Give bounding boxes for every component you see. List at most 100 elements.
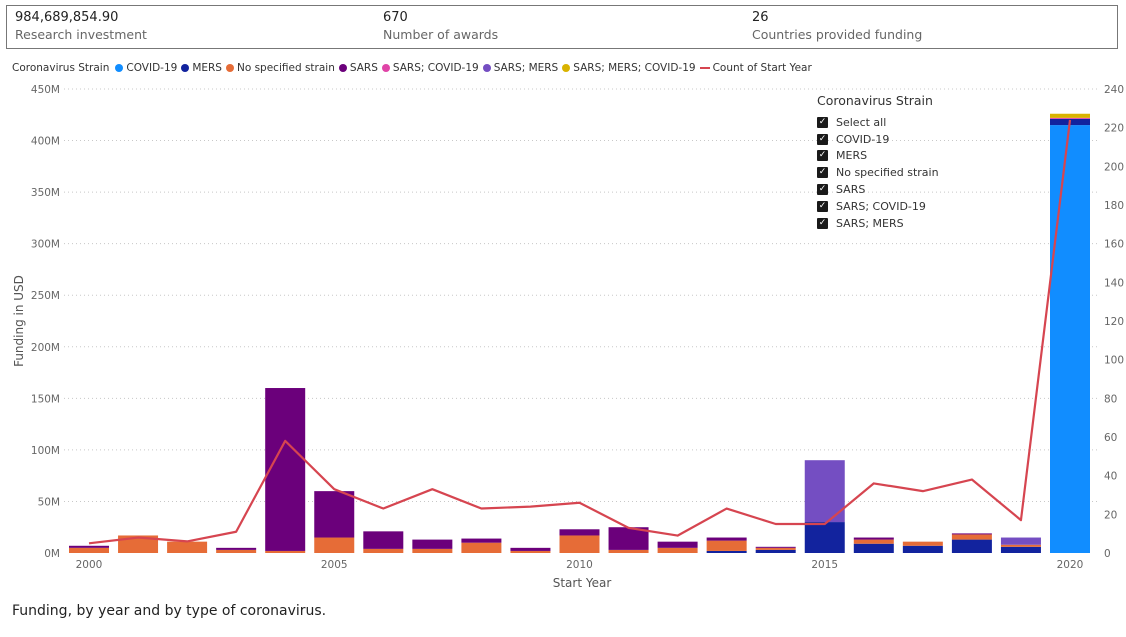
bar-segment	[706, 537, 747, 541]
x-axis-title: Start Year	[553, 576, 612, 590]
bar-segment	[951, 539, 992, 553]
legend-title: Coronavirus Strain	[12, 62, 110, 74]
bar-segment	[167, 541, 208, 553]
slicer-option-sars-mers[interactable]: ✓ SARS; MERS	[817, 215, 939, 232]
bar-segment	[608, 549, 649, 553]
checkbox-checked-icon[interactable]: ✓	[817, 150, 828, 162]
x-tick-label: 2000	[76, 559, 103, 571]
checkbox-checked-icon[interactable]: ✓	[817, 133, 828, 145]
legend-swatch	[181, 64, 190, 72]
legend-item-covid-19[interactable]: COVID-19	[115, 62, 177, 74]
y-tick-label: 250M	[31, 290, 60, 302]
slicer-option-label: SARS; MERS	[836, 216, 904, 230]
y-tick-label: 350M	[31, 187, 60, 199]
slicer-option-covid-19[interactable]: ✓ COVID-19	[817, 131, 939, 148]
bar-segment	[706, 550, 747, 553]
y2-tick-label: 100	[1104, 355, 1124, 367]
y2-tick-label: 160	[1104, 239, 1124, 251]
legend-swatch	[381, 64, 390, 72]
checkbox-checked-icon[interactable]: ✓	[817, 200, 828, 212]
kpi-number-of-awards: 670 Number of awards	[383, 10, 498, 44]
x-tick-label: 2015	[811, 559, 838, 571]
bar-segment	[1050, 113, 1090, 118]
legend-label: Count of Start Year	[712, 62, 812, 74]
x-tick-label: 2020	[1057, 559, 1084, 571]
legend-label: MERS	[192, 62, 222, 74]
bar-segment	[265, 550, 306, 553]
y-tick-label: 200M	[31, 342, 60, 354]
y-tick-label: 450M	[31, 84, 60, 96]
bar-segment	[951, 533, 992, 535]
y-tick-label: 300M	[31, 239, 60, 251]
y2-tick-label: 180	[1104, 200, 1124, 212]
bar-segment	[706, 540, 747, 551]
chart-legend: Coronavirus Strain COVID-19 MERS No spec…	[12, 62, 816, 74]
y-axis-title: Funding in USD	[12, 275, 26, 367]
bar-segment	[1050, 125, 1090, 553]
bar-segment	[657, 547, 698, 553]
legend-item-no-specified-strain[interactable]: No specified strain	[225, 62, 335, 74]
bar-segment	[755, 549, 796, 553]
kpi-bar: 984,689,854.90 Research investment 670 N…	[6, 5, 1118, 49]
slicer-option-label: SARS	[836, 183, 866, 197]
legend-label: SARS; MERS; COVID-19	[573, 62, 696, 74]
slicer-title: Coronavirus Strain	[817, 93, 933, 108]
slicer-option-select-all[interactable]: ✓ Select all	[817, 114, 939, 131]
bar-segment	[412, 548, 453, 553]
slicer-option-label: SARS; COVID-19	[836, 199, 926, 213]
y-tick-label: 400M	[31, 136, 60, 148]
legend-item-sars-mers-covid-19[interactable]: SARS; MERS; COVID-19	[562, 62, 696, 74]
funding-combo-chart: 0M 50M 100M 150M 200M 250M 300M 350M 400M 450M 0 20…	[12, 84, 1124, 590]
bar-segment	[510, 550, 551, 553]
strain-slicer: Coronavirus Strain ✓ Select all ✓ COVID-19…	[817, 93, 939, 232]
kpi-label: Research investment	[15, 27, 147, 42]
slicer-option-mers[interactable]: ✓ MERS	[817, 148, 939, 165]
bar-segment	[69, 547, 109, 553]
legend-item-mers[interactable]: MERS	[181, 62, 222, 74]
legend-item-sars-covid-19[interactable]: SARS; COVID-19	[381, 62, 479, 74]
y-tick-label: 50M	[38, 496, 60, 508]
y2-tick-label: 40	[1104, 471, 1117, 483]
bar-segment	[216, 547, 257, 550]
slicer-option-sars[interactable]: ✓ SARS	[817, 181, 939, 198]
kpi-value: 26	[752, 10, 769, 25]
slicer-option-label: MERS	[836, 149, 868, 163]
kpi-label: Number of awards	[383, 27, 499, 42]
bar-segment	[902, 545, 943, 553]
y2-tick-label: 120	[1104, 316, 1124, 328]
y2-tick-label: 80	[1104, 393, 1117, 405]
bar-segment	[608, 527, 649, 550]
checkbox-checked-icon[interactable]: ✓	[817, 167, 828, 179]
y2-tick-label: 200	[1104, 161, 1124, 173]
checkbox-checked-icon[interactable]: ✓	[817, 116, 828, 128]
bar-segment	[902, 541, 943, 546]
legend-item-sars-mers[interactable]: SARS; MERS	[482, 62, 558, 74]
checkbox-checked-icon[interactable]: ✓	[817, 217, 828, 229]
bar-segment	[755, 546, 796, 548]
kpi-value: 984,689,854.90	[15, 10, 119, 25]
bar-segment	[755, 547, 796, 550]
slicer-option-sars-covid-19[interactable]: ✓ SARS; COVID-19	[817, 198, 939, 215]
y2-tick-label: 0	[1104, 548, 1111, 560]
bar-segment	[951, 534, 992, 540]
bar-segment	[853, 537, 894, 540]
bar-segment	[1000, 537, 1041, 545]
legend-item-sars[interactable]: SARS	[338, 62, 378, 74]
bar-segment	[265, 388, 306, 551]
bar-segment	[853, 543, 894, 553]
slicer-option-label: Select all	[836, 115, 887, 129]
bar-segment	[657, 541, 698, 548]
bar-segment	[1000, 546, 1041, 553]
legend-swatch	[115, 64, 124, 72]
y-tick-label: 150M	[31, 393, 60, 405]
legend-label: SARS; COVID-19	[392, 62, 479, 74]
bar-segment	[461, 542, 502, 553]
checkbox-checked-icon[interactable]: ✓	[817, 184, 828, 196]
y2-tick-label: 20	[1104, 509, 1117, 521]
y-tick-label: 100M	[31, 445, 60, 457]
legend-item-count-of-start-year[interactable]: Count of Start Year	[699, 62, 812, 74]
bar-segment	[314, 537, 355, 553]
bar-segment	[559, 535, 600, 553]
slicer-option-no-specified-strain[interactable]: ✓ No specified strain	[817, 164, 939, 181]
legend-label: SARS	[349, 62, 378, 74]
